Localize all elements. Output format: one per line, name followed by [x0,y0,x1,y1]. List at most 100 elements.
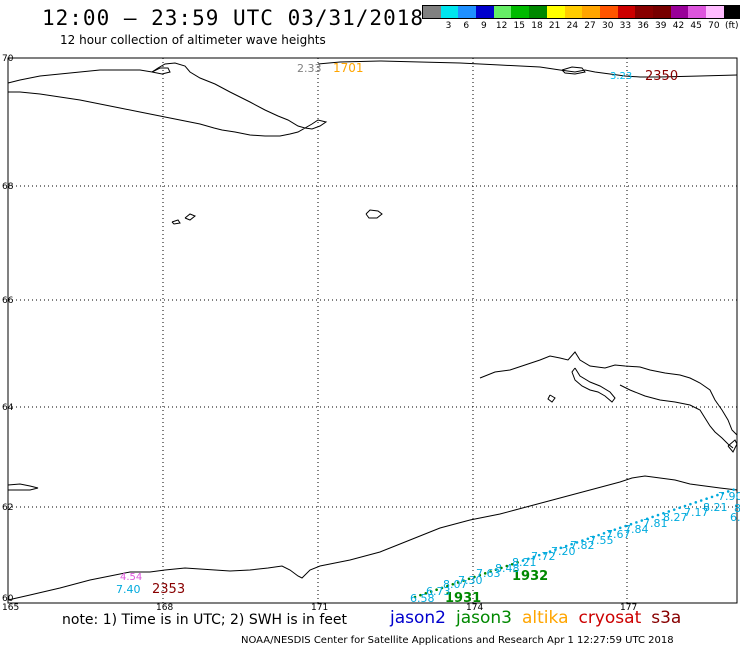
track-point [635,521,638,524]
track-value-label: 6.8 [730,511,740,524]
legend-label: 36 [637,21,649,31]
legend-label: 27 [584,21,596,31]
legend-label: 12 [495,21,508,31]
track-point [618,526,622,530]
legend-swatch [440,6,459,18]
track-value-labels: 6.586.738.077.307.638.488.217.727.207.82… [410,490,740,605]
track-point [624,524,627,528]
track-value-label: 8 [734,502,740,515]
track-value-label: 6.73 [426,585,451,598]
track-point [494,568,498,571]
track-point [424,592,428,595]
coastlines [7,60,738,601]
track-point [710,495,714,499]
track-point [429,590,433,593]
latitude-labels: 70 68 66 64 62 60 [2,54,14,604]
track-point [678,506,681,510]
satellite-name: cryosat [578,608,642,628]
track-point [726,490,730,493]
track-point [435,588,438,592]
track-point [732,488,735,491]
legend-label: 70 [708,21,720,31]
track-point [689,502,692,506]
track-point [451,582,455,586]
legend-swatch [564,6,583,18]
legend-swatch [476,6,494,18]
track-point [446,584,449,588]
track-point [721,491,725,495]
track-point [564,544,568,548]
track-time-label: 1932 [512,569,548,584]
legend-swatch [635,6,653,18]
track-point [516,561,519,564]
track-point [505,564,509,568]
track-value-label: 7.40 [116,583,141,596]
track-value-label: 7.81 [643,517,668,530]
legend-color-bar [422,5,740,19]
lat-label: 70 [2,54,14,64]
track-value-label: 7.30 [458,574,483,587]
legend-label: 24 [566,21,579,31]
legend-swatch [599,6,618,18]
legend-swatch [652,6,671,18]
track-point [586,537,590,541]
satellite-track [413,488,735,599]
track-value-label: 8.27 [663,511,688,524]
lat-label: 68 [2,182,14,192]
track-time-label: 2353 [152,582,185,597]
legend-label: 21 [548,21,561,31]
legend-label: 3 [445,21,452,31]
satellite-name: jason3 [456,608,512,628]
map-annotations: 2.33 1701 3.23 2350 4.54 7.40 2353 1932 … [116,61,678,606]
track-time-label: 2350 [645,69,678,84]
track-point [548,550,552,553]
longitude-labels: 165 168 171 174 177 [2,603,637,613]
lon-label: 177 [620,603,637,613]
track-point [489,570,492,573]
track-point [500,566,503,570]
track-value-label: 2.33 [297,62,322,75]
track-point [656,513,660,517]
track-point [537,553,541,557]
legend-label: 45 [690,21,702,31]
track-point [478,573,482,577]
track-time-label: 1931 [445,591,481,606]
legend-label: 15 [513,21,525,31]
legend-label: 6 [463,21,470,31]
legend-label: 39 [655,21,667,31]
map-frame [7,57,738,604]
track-value-label: 8.21 [703,501,728,514]
track-value-label: 7.17 [684,506,709,519]
lon-label: 165 [2,603,19,613]
track-point [440,586,444,590]
legend-swatch [458,6,477,18]
track-point [645,517,649,521]
track-value-label: 6.58 [410,592,435,605]
track-value-label: 3.23 [610,71,632,82]
track-value-label: 7.63 [476,567,501,580]
track-value-label: 4.54 [120,572,142,583]
legend-swatch [723,6,740,18]
track-point [570,542,573,546]
lon-label: 171 [311,603,328,613]
legend-label: 18 [531,21,543,31]
track-point [602,532,606,535]
track-point [467,577,471,581]
track-point [473,575,476,579]
track-value-label: 7.55 [589,534,614,547]
track-point [716,493,719,497]
legend-swatch [423,6,441,18]
track-point [667,510,671,513]
track-point [483,572,487,575]
track-point [699,499,703,502]
track-point [694,501,698,504]
latitude-gridlines [8,57,737,508]
track-value-label: 7.20 [551,545,576,558]
legend-unit: (ft) [725,21,739,31]
track-value-label: 8.07 [443,578,468,591]
legend-swatch [617,6,636,18]
legend-label: 33 [619,21,632,31]
lat-label: 64 [2,403,14,413]
track-point [613,528,617,531]
